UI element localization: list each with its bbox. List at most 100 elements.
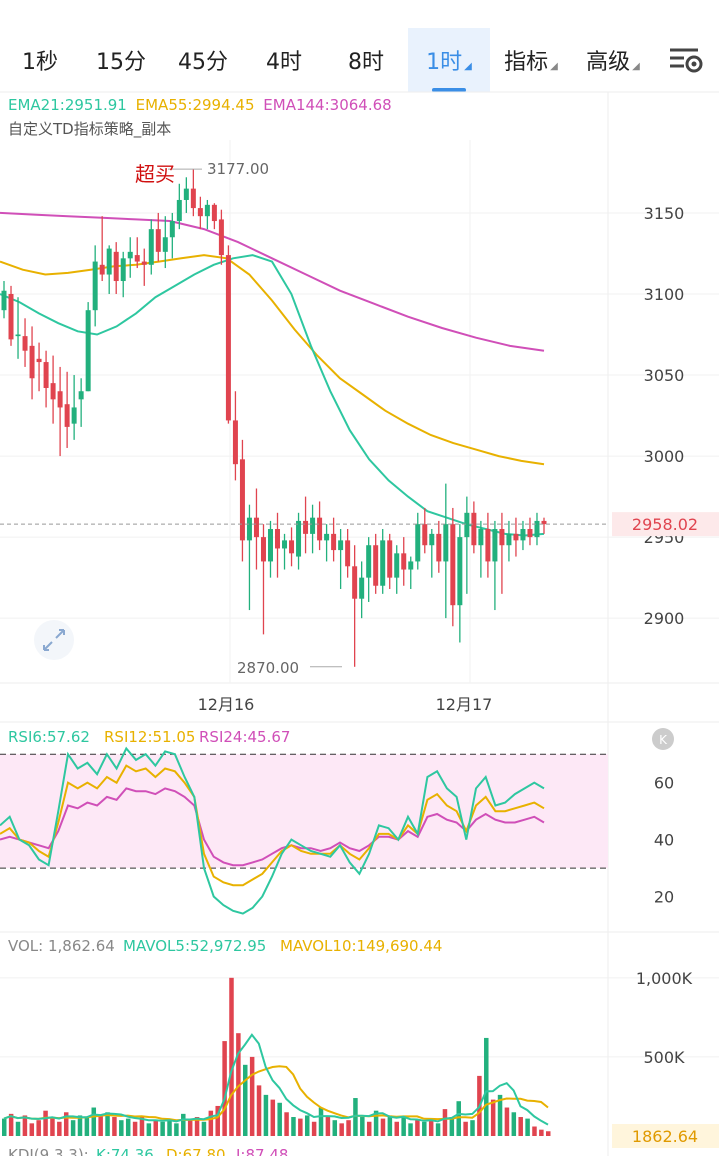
volume-bar <box>449 1117 455 1136</box>
volume-bar <box>311 1121 317 1136</box>
candle-body <box>106 248 112 275</box>
candle-body <box>394 553 400 578</box>
tab-4[interactable]: 8时 <box>324 28 408 92</box>
volume-bar <box>77 1115 83 1136</box>
volume-bar <box>249 1056 255 1136</box>
candle-body <box>520 529 526 541</box>
active-tab-indicator <box>432 88 466 92</box>
candle-body <box>345 540 351 567</box>
volume-bar <box>360 1117 365 1136</box>
volume-bar <box>132 1121 138 1136</box>
volume-bar <box>263 1094 269 1136</box>
ema144-label: EMA144:3064.68 <box>263 96 392 114</box>
candle-body <box>429 533 435 546</box>
candle-body <box>324 533 330 541</box>
candle-body <box>492 529 498 562</box>
overbought-signal-label: 超买 <box>135 162 175 186</box>
tab-2[interactable]: 45分 <box>162 28 244 92</box>
volume-bar <box>2 1118 7 1136</box>
candle-body <box>120 258 126 282</box>
volume-bar <box>22 1115 28 1136</box>
volume-bar <box>366 1121 372 1136</box>
tab-6[interactable]: 指标 ◢ <box>490 28 572 92</box>
volume-bar <box>346 1120 351 1136</box>
candle-body <box>232 420 238 465</box>
volume-bar <box>57 1121 62 1136</box>
volume-bar <box>463 1121 468 1136</box>
tab-0[interactable]: 1秒 <box>0 28 80 92</box>
dropdown-caret-icon: ◢ <box>464 61 472 72</box>
expand-icon[interactable] <box>34 620 74 660</box>
volume-bar <box>518 1117 523 1136</box>
candle-body <box>267 529 273 562</box>
volume-tick-label: 500K <box>643 1048 685 1067</box>
volume-bar <box>484 1037 489 1136</box>
tab-1[interactable]: 15分 <box>80 28 162 92</box>
volume-bar <box>504 1107 510 1136</box>
candle-body <box>359 577 365 599</box>
volume-bar <box>215 1105 220 1136</box>
current-price-label: 2958.02 <box>632 515 698 534</box>
candle-body <box>464 512 470 538</box>
tab-3[interactable]: 4时 <box>244 28 324 92</box>
volume-bar <box>91 1107 97 1136</box>
candle-body <box>331 533 337 551</box>
candle-body <box>36 358 42 363</box>
candle-body <box>310 517 316 534</box>
candle-body <box>338 540 344 551</box>
current-price-badge <box>612 512 719 537</box>
volume-bar <box>546 1131 551 1136</box>
tab-label: 8时 <box>348 50 384 75</box>
volume-bar <box>401 1117 406 1136</box>
candle-body <box>57 391 63 408</box>
chart-settings-icon[interactable] <box>668 44 704 76</box>
volume-bar <box>222 1041 227 1136</box>
volume-bar <box>415 1120 420 1136</box>
candle-body <box>282 540 288 549</box>
price-tick-label: 2900 <box>644 609 685 628</box>
volume-bar <box>353 1098 358 1136</box>
tab-label: 高级 <box>586 50 631 75</box>
volume-bar <box>63 1112 69 1136</box>
tab-label: 45分 <box>178 50 228 75</box>
volume-current-label: 1862.64 <box>632 1127 698 1146</box>
volume-bar <box>284 1112 289 1136</box>
tab-7[interactable]: 高级 ◢ <box>572 28 654 92</box>
candle-body <box>506 533 512 546</box>
volume-bar <box>470 1120 475 1136</box>
price-tick-label: 3050 <box>644 366 685 385</box>
candle-body <box>471 512 477 546</box>
rsi-tick-label: 60 <box>654 774 674 793</box>
collapse-icon[interactable] <box>652 728 674 750</box>
volume-bar <box>298 1118 303 1136</box>
candle-body <box>401 553 407 570</box>
candle-body <box>176 199 182 222</box>
kdj-legend-label: J:87.48 <box>235 1146 288 1156</box>
volume-bar <box>435 1123 441 1136</box>
volume-bar <box>304 1115 310 1136</box>
expand-arrow <box>55 629 65 639</box>
mavol10-line <box>3 1065 549 1122</box>
low-price-label: 2870.00 <box>237 659 299 677</box>
kdj-legend-label: D:67.80 <box>166 1146 226 1156</box>
tab-label: 15分 <box>96 50 146 75</box>
candle-body <box>296 520 302 557</box>
tab-label: 1秒 <box>22 50 58 75</box>
candle-body <box>134 255 140 262</box>
tab-5[interactable]: 1时 ◢ <box>408 28 490 92</box>
volume-bar <box>394 1121 400 1136</box>
rsi-legend-label: RSI12:51.05 <box>104 728 195 746</box>
timeframe-tabs: 1秒 15分 45分 4时 8时 1时 ◢ 指标 ◢ 高级 ◢ <box>0 28 719 92</box>
candle-body <box>387 540 393 578</box>
candle-body <box>141 261 147 265</box>
volume-bar <box>153 1120 158 1136</box>
ema55-label: EMA55:2994.45 <box>135 96 255 114</box>
candle-body <box>183 188 189 200</box>
volume-bar <box>167 1118 172 1136</box>
expand-arrow <box>43 641 53 651</box>
volume-bar <box>194 1117 200 1136</box>
volume-bar <box>525 1118 530 1136</box>
volume-bar <box>208 1110 214 1136</box>
volume-bar <box>187 1120 193 1136</box>
